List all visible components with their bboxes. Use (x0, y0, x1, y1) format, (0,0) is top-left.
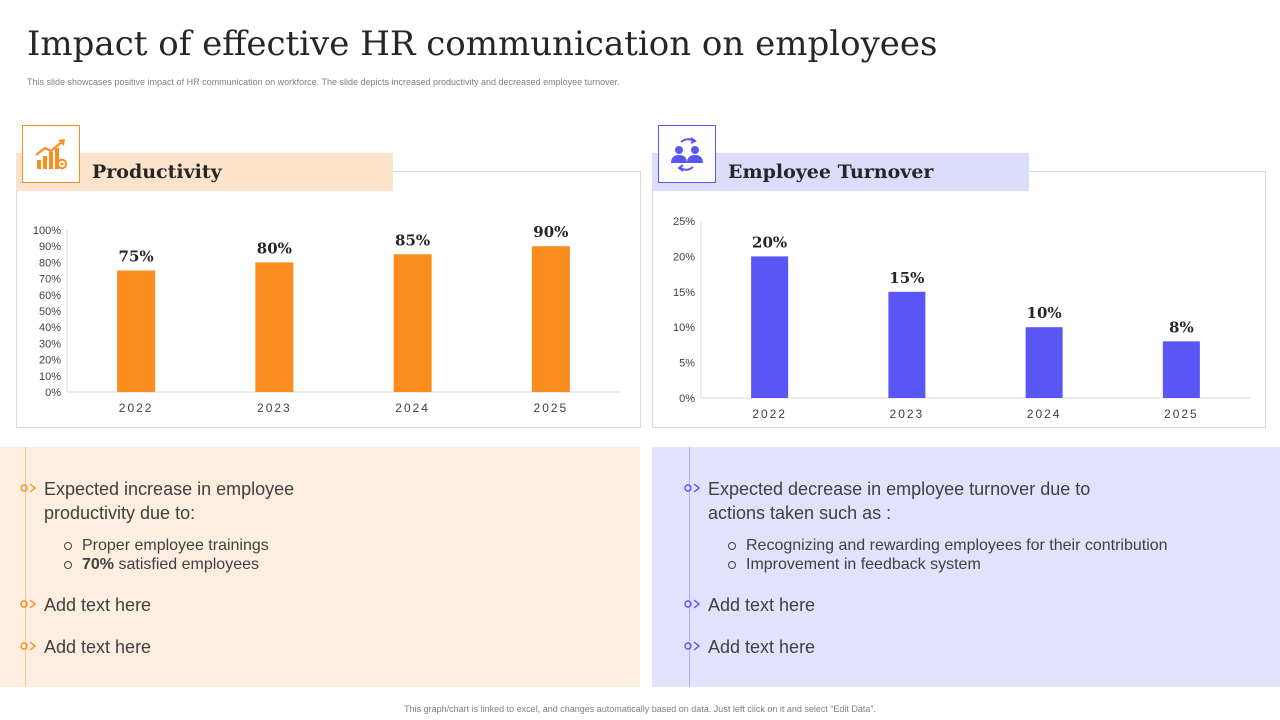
extra-point-text: Add text here (708, 637, 816, 657)
y-tick-label: 0% (45, 387, 61, 399)
productivity-main-point: Expected increase in employee productivi… (20, 477, 340, 525)
x-tick-label: 2022 (119, 401, 154, 415)
y-tick-label: 20% (673, 251, 695, 263)
arrow-bullet-icon (20, 483, 36, 493)
data-label: 10% (1027, 304, 1062, 322)
y-tick-label: 10% (673, 322, 695, 334)
productivity-extra-point-2: Add text here (20, 635, 151, 659)
y-tick-label: 50% (39, 306, 61, 318)
extra-point-text: Add text here (708, 595, 816, 615)
turnover-main-point: Expected decrease in employee turnover d… (684, 477, 1124, 525)
page-subtitle: This slide showcases positive impact of … (27, 77, 620, 87)
data-label: 75% (119, 248, 154, 266)
x-tick-label: 2024 (395, 401, 430, 415)
data-label: 20% (752, 233, 787, 251)
circle-bullet-icon (64, 560, 72, 569)
turnover-icon-box (658, 125, 716, 183)
x-tick-label: 2023 (890, 407, 925, 421)
turnover-main-text: Expected decrease in employee turnover d… (708, 479, 1091, 523)
y-tick-label: 100% (33, 225, 61, 237)
y-tick-label: 90% (39, 241, 61, 253)
arrow-bullet-icon (20, 641, 36, 651)
bar (1162, 341, 1200, 398)
circle-bullet-icon (728, 541, 736, 550)
turnover-extra-point-1: Add text here (684, 593, 815, 617)
productivity-sub-list: Proper employee trainings 70% satisfied … (64, 536, 269, 574)
y-tick-label: 0% (679, 393, 695, 405)
productivity-main-text: Expected increase in employee productivi… (44, 479, 295, 523)
y-tick-label: 15% (673, 287, 695, 299)
productivity-icon-box (22, 125, 80, 183)
turnover-extra-point-2: Add text here (684, 635, 815, 659)
turnover-sub-list: Recognizing and rewarding employees for … (728, 536, 1168, 574)
turnover-heading: Employee Turnover (728, 161, 934, 183)
data-label: 85% (395, 231, 430, 249)
y-tick-label: 80% (39, 257, 61, 269)
list-item: 70% satisfied employees (64, 555, 269, 574)
bar (1025, 327, 1063, 398)
list-item: Recognizing and rewarding employees for … (728, 536, 1168, 555)
arrow-bullet-icon (684, 483, 700, 493)
list-item: Proper employee trainings (64, 536, 269, 555)
bar (117, 270, 156, 392)
sub-point-text: Proper employee trainings (82, 537, 269, 554)
turnover-bar-chart: 0% 5% 10% 15% 20% 25% 20% 2022 15% 2023 10% 2024 8% 2… (673, 216, 1250, 421)
bar (255, 262, 294, 392)
arrow-bullet-icon (20, 599, 36, 609)
y-tick-label: 5% (679, 358, 695, 370)
turnover-notes-panel: Expected decrease in employee turnover d… (652, 447, 1280, 687)
list-item: Improvement in feedback system (728, 555, 1168, 574)
x-tick-label: 2025 (534, 401, 569, 415)
sub-point-text: Recognizing and rewarding employees for … (746, 537, 1168, 554)
sub-point-text: satisfied employees (114, 556, 259, 573)
y-tick-label: 30% (39, 338, 61, 350)
sub-point-text: Improvement in feedback system (746, 556, 981, 573)
sub-point-bold: 70% (82, 556, 115, 573)
productivity-heading: Productivity (92, 161, 222, 183)
bar (531, 246, 570, 392)
productivity-bar-chart: 0% 10% 20% 30% 40% 50% 60% 70% 80% 90% 100% 75% 2022… (33, 223, 620, 415)
data-label: 8% (1169, 318, 1194, 336)
circle-bullet-icon (728, 560, 736, 569)
y-tick-label: 25% (673, 216, 695, 228)
data-label: 90% (533, 223, 568, 241)
x-tick-label: 2024 (1027, 407, 1062, 421)
x-tick-label: 2025 (1164, 407, 1199, 421)
arrow-bullet-icon (684, 599, 700, 609)
x-tick-label: 2022 (752, 407, 787, 421)
footer-note: This graph/chart is linked to excel, and… (404, 704, 876, 714)
y-tick-label: 20% (39, 355, 61, 367)
y-tick-label: 60% (39, 290, 61, 302)
extra-point-text: Add text here (44, 637, 152, 657)
circle-bullet-icon (64, 541, 72, 550)
y-tick-label: 40% (39, 322, 61, 334)
extra-point-text: Add text here (44, 595, 152, 615)
productivity-extra-point-1: Add text here (20, 593, 151, 617)
timeline-line (25, 447, 26, 687)
bar (888, 291, 926, 398)
data-label: 15% (889, 269, 924, 287)
bar (393, 254, 432, 392)
y-tick-label: 10% (39, 371, 61, 383)
x-tick-label: 2023 (257, 401, 292, 415)
team-exchange-icon (671, 137, 703, 172)
arrow-bullet-icon (684, 641, 700, 651)
y-tick-label: 70% (39, 274, 61, 286)
data-label: 80% (257, 239, 292, 257)
bar (751, 256, 789, 398)
growth-chart-icon (35, 139, 68, 170)
productivity-notes-panel: Expected increase in employee productivi… (0, 447, 640, 687)
timeline-line (689, 447, 690, 687)
page-title: Impact of effective HR communication on … (27, 24, 938, 64)
